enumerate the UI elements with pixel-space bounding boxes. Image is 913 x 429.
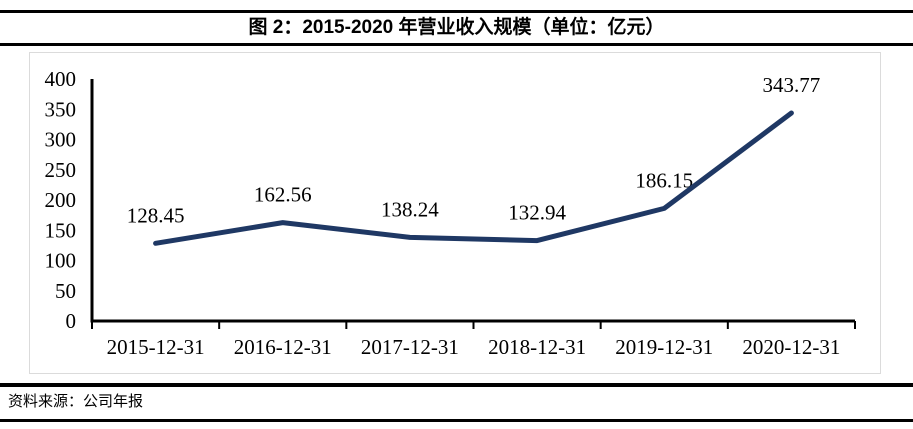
svg-text:2019-12-31: 2019-12-31 — [615, 335, 713, 359]
svg-text:100: 100 — [45, 249, 77, 273]
svg-text:138.24: 138.24 — [381, 197, 439, 221]
svg-text:0: 0 — [66, 309, 77, 333]
svg-text:2020-12-31: 2020-12-31 — [742, 335, 840, 359]
title-bottom-rule — [0, 43, 913, 46]
chart-panel: 0 50 100 150 200 250 300 350 400 2015-12-31 128.45… — [29, 52, 881, 374]
svg-text:162.56: 162.56 — [254, 183, 312, 207]
svg-text:150: 150 — [45, 218, 77, 242]
svg-text:400: 400 — [45, 67, 77, 91]
svg-text:2015-12-31: 2015-12-31 — [107, 335, 205, 359]
svg-text:2017-12-31: 2017-12-31 — [361, 335, 459, 359]
svg-text:343.77: 343.77 — [763, 73, 821, 97]
svg-text:50: 50 — [55, 279, 76, 303]
svg-text:200: 200 — [45, 188, 77, 212]
svg-text:132.94: 132.94 — [508, 201, 566, 225]
svg-text:250: 250 — [45, 158, 77, 182]
svg-text:128.45: 128.45 — [127, 203, 185, 227]
top-rule — [0, 10, 913, 13]
bottom-rule — [0, 419, 913, 422]
figure-title: 图 2：2015-2020 年营业收入规模（单位：亿元） — [248, 17, 665, 38]
footer-top-rule — [0, 383, 913, 387]
svg-text:350: 350 — [45, 97, 77, 121]
svg-text:300: 300 — [45, 128, 77, 152]
svg-text:2016-12-31: 2016-12-31 — [234, 335, 332, 359]
svg-text:186.15: 186.15 — [635, 168, 693, 192]
source-note: 资料来源：公司年报 — [8, 393, 144, 410]
revenue-line-chart: 0 50 100 150 200 250 300 350 400 2015-12-31 128.45… — [45, 67, 856, 359]
svg-text:2018-12-31: 2018-12-31 — [488, 335, 586, 359]
